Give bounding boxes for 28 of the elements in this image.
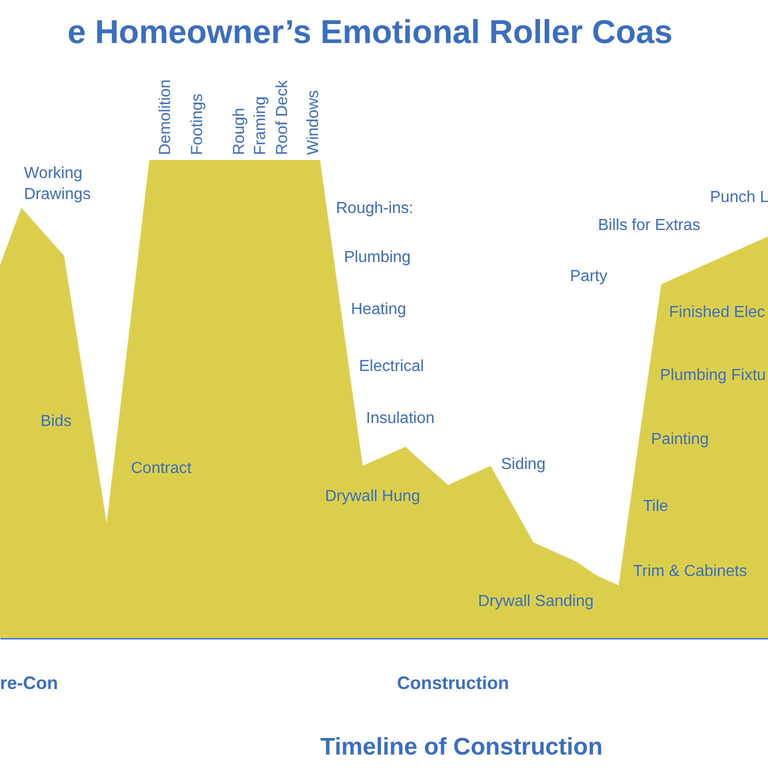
annotation: Rough-ins: [336,200,414,217]
text: Windows [305,90,322,155]
annotation: Contract [131,460,192,477]
annotation: Drywall Hung [325,488,420,505]
annotation: Party [570,268,608,285]
annotation: Bills for Extras [598,217,700,234]
annotation: Painting [651,431,709,448]
chart-title: e Homeowner’s Emotional Roller Coas [67,13,673,50]
annotation: Insulation [366,410,434,427]
annotation: Tile [643,498,668,515]
annotation: Finished Elec [669,304,766,321]
annotation: Punch L [710,189,768,206]
text: Demolition [157,79,174,155]
annotation: Siding [501,456,546,473]
annotation: Drywall Sanding [478,593,594,610]
annotation: Plumbing [344,249,411,266]
text: Rough Framing [231,96,269,155]
x-axis-title: Timeline of Construction [320,734,603,760]
text: re-Con [0,673,58,693]
annotation: Plumbing Fixtu [660,367,766,384]
annotation: Bids [40,413,72,430]
annotation: Trim & Cabinets [633,563,748,580]
text: Roof Deck [274,79,291,155]
annotation: Heating [351,301,406,318]
annotation: Working Drawings [24,165,91,203]
text: Construction [397,673,509,693]
annotation: Electrical [359,358,424,375]
text: Footings [189,94,206,155]
